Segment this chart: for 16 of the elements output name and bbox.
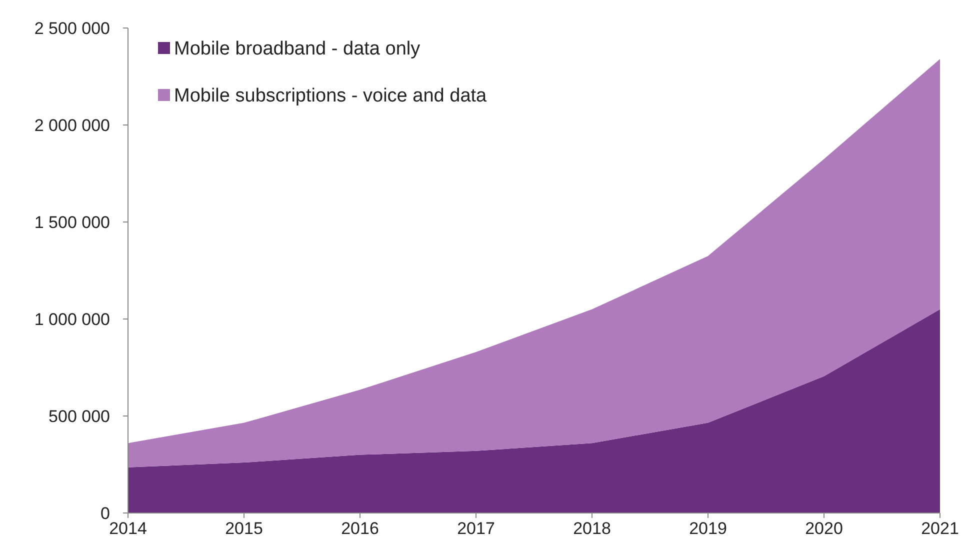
x-tick-label: 2020 [805,519,843,538]
y-tick-label: 2 500 000 [34,18,110,38]
y-tick-label: 1 000 000 [34,310,110,329]
legend-label: Mobile broadband - data only [174,38,421,60]
y-tick-label: 2 000 000 [34,116,110,135]
x-tick-label: 2021 [921,519,959,538]
x-tick-label: 2019 [689,519,727,538]
y-tick-label: 0 [100,504,110,523]
legend-label: Mobile subscriptions - voice and data [174,86,488,107]
x-tick-label: 2018 [573,519,611,538]
x-tick-label: 2014 [109,519,147,538]
x-tick-label: 2017 [457,519,495,538]
y-tick-label: 500 000 [48,406,110,426]
x-tick-label: 2016 [341,519,379,538]
x-tick-label: 2015 [225,519,263,538]
y-tick-label: 1 500 000 [34,212,110,232]
